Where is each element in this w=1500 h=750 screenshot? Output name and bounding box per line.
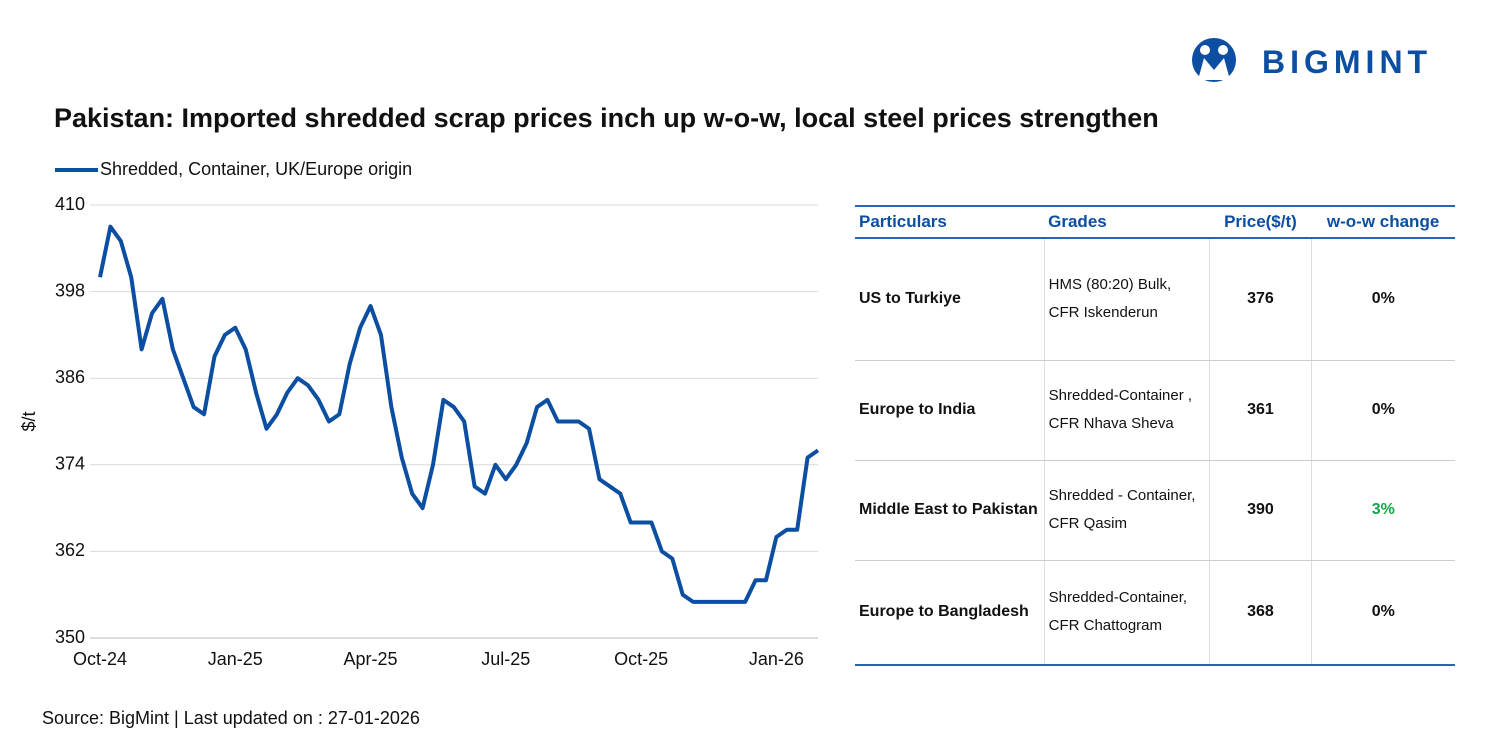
change: 0% — [1310, 560, 1455, 666]
brand-name: BIGMINT — [1262, 44, 1433, 80]
change: 3% — [1310, 460, 1455, 561]
data-line — [98, 224, 820, 604]
table-row: Europe to Bangladesh Shredded-Container, … — [855, 560, 1455, 666]
y-tick-label: 350 — [55, 627, 85, 647]
chart-title: Pakistan: Imported shredded scrap prices… — [54, 103, 1159, 133]
grade: HMS (80:20) Bulk, CFR Iskenderun — [1043, 238, 1210, 361]
x-tick-label: Jan-26 — [749, 649, 804, 669]
brand-logo — [1192, 38, 1236, 82]
grade: Shredded-Container , CFR Nhava Sheva — [1043, 360, 1210, 461]
table-row: US to Turkiye HMS (80:20) Bulk, CFR Isken… — [855, 238, 1455, 361]
legend-label: Shredded, Container, UK/Europe origin — [100, 159, 412, 179]
route: Europe to Bangladesh — [855, 560, 1045, 666]
column-header: Particulars — [855, 205, 1045, 239]
table-row: Europe to India Shredded-Container , CFR … — [855, 360, 1455, 461]
price: 361 — [1209, 360, 1312, 461]
table-row: Middle East to Pakistan Shredded - Contai… — [855, 460, 1455, 561]
x-tick-label: Jul-25 — [481, 649, 530, 669]
source-note: Source: BigMint | Last updated on : 27-0… — [42, 708, 420, 728]
route: Europe to India — [855, 360, 1045, 461]
price: 390 — [1209, 460, 1312, 561]
route: US to Turkiye — [855, 238, 1045, 361]
column-header: Grades — [1044, 205, 1210, 239]
price: 368 — [1209, 560, 1312, 666]
chart: 350 362 374 386 398 410 $/t Oct-24 Jan-25 Apr-25 J… — [19, 159, 820, 669]
y-tick-label: 362 — [55, 540, 85, 560]
column-header: Price($/t) — [1209, 205, 1312, 239]
grade: Shredded - Container, CFR Qasim — [1043, 460, 1210, 561]
route: Middle East to Pakistan — [855, 460, 1045, 561]
y-tick-label: 410 — [55, 194, 85, 214]
price-table: Particulars Grades Price($/t) w-o-w change U… — [855, 205, 1455, 666]
y-axis-title: $/t — [19, 411, 39, 431]
x-tick-label: Oct-24 — [73, 649, 127, 669]
change: 0% — [1310, 238, 1455, 361]
x-tick-label: Jan-25 — [208, 649, 263, 669]
y-tick-label: 386 — [55, 367, 85, 387]
y-tick-label: 398 — [55, 280, 85, 300]
x-tick-label: Apr-25 — [344, 649, 398, 669]
y-tick-label: 374 — [55, 454, 85, 474]
price: 376 — [1209, 238, 1312, 361]
x-tick-label: Oct-25 — [614, 649, 668, 669]
grade: Shredded-Container, CFR Chattogram — [1043, 560, 1210, 666]
column-header: w-o-w change — [1311, 205, 1455, 239]
change: 0% — [1310, 360, 1455, 461]
